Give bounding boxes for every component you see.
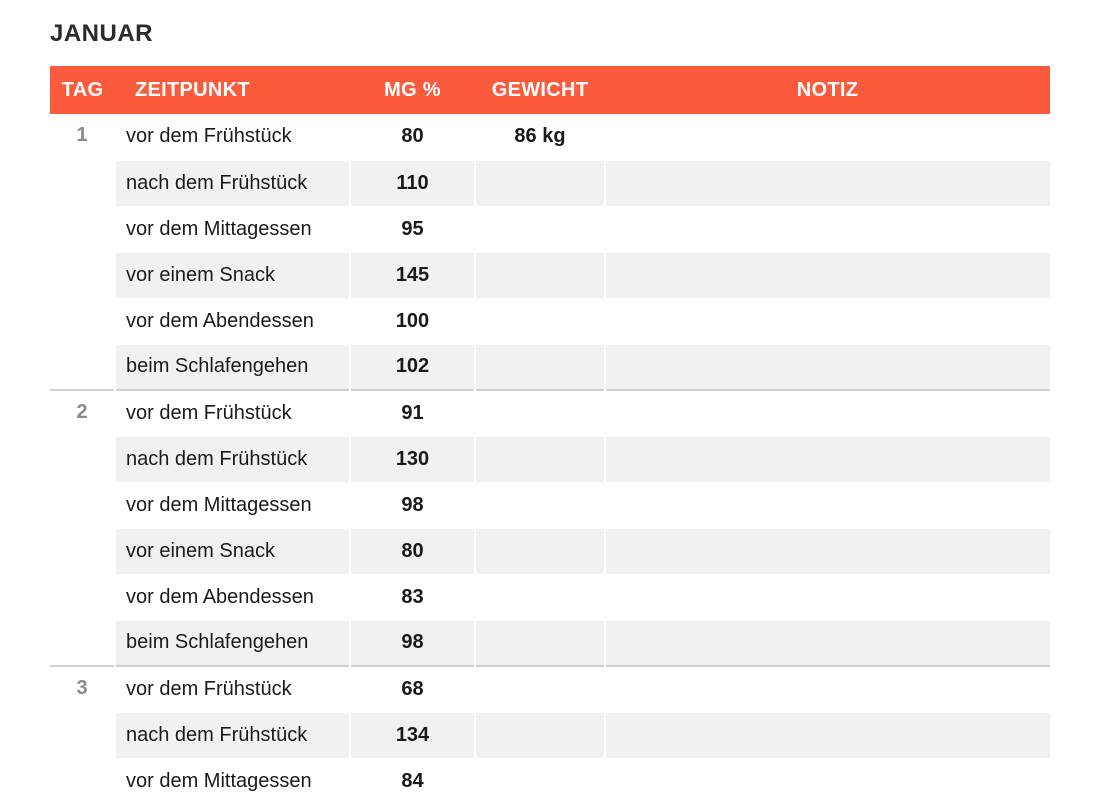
mg-cell: 83	[350, 574, 475, 620]
table-row: nach dem Frühstück130	[50, 436, 1050, 482]
gewicht-cell	[475, 758, 605, 804]
mg-cell: 68	[350, 666, 475, 712]
gewicht-cell	[475, 620, 605, 666]
gewicht-cell	[475, 252, 605, 298]
zeitpunkt-cell: nach dem Frühstück	[115, 160, 350, 206]
gewicht-cell: 86 kg	[475, 114, 605, 160]
mg-cell: 110	[350, 160, 475, 206]
table-row: 2vor dem Frühstück91	[50, 390, 1050, 436]
notiz-cell	[605, 298, 1050, 344]
mg-cell: 102	[350, 344, 475, 390]
notiz-cell	[605, 206, 1050, 252]
notiz-cell	[605, 666, 1050, 712]
day-number: 2	[50, 390, 115, 666]
gewicht-cell	[475, 528, 605, 574]
table-row: vor einem Snack145	[50, 252, 1050, 298]
zeitpunkt-cell: vor dem Frühstück	[115, 114, 350, 160]
col-header-mg: MG %	[350, 66, 475, 114]
zeitpunkt-cell: vor einem Snack	[115, 528, 350, 574]
zeitpunkt-cell: vor dem Abendessen	[115, 298, 350, 344]
notiz-cell	[605, 114, 1050, 160]
mg-cell: 134	[350, 712, 475, 758]
gewicht-cell	[475, 206, 605, 252]
blood-sugar-table: TAG ZEITPUNKT MG % GEWICHT NOTIZ 1vor de…	[50, 66, 1050, 805]
notiz-cell	[605, 712, 1050, 758]
mg-cell: 98	[350, 482, 475, 528]
gewicht-cell	[475, 344, 605, 390]
table-row: vor dem Abendessen100	[50, 298, 1050, 344]
table-body: 1vor dem Frühstück8086 kgnach dem Frühst…	[50, 114, 1050, 804]
notiz-cell	[605, 482, 1050, 528]
zeitpunkt-cell: vor dem Frühstück	[115, 666, 350, 712]
page-title: JANUAR	[50, 20, 1050, 48]
table-row: vor dem Mittagessen95	[50, 206, 1050, 252]
notiz-cell	[605, 160, 1050, 206]
zeitpunkt-cell: vor dem Abendessen	[115, 574, 350, 620]
day-number: 3	[50, 666, 115, 804]
table-row: vor dem Mittagessen84	[50, 758, 1050, 804]
table-row: beim Schlafengehen102	[50, 344, 1050, 390]
mg-cell: 98	[350, 620, 475, 666]
notiz-cell	[605, 574, 1050, 620]
notiz-cell	[605, 390, 1050, 436]
notiz-cell	[605, 758, 1050, 804]
mg-cell: 91	[350, 390, 475, 436]
notiz-cell	[605, 252, 1050, 298]
zeitpunkt-cell: vor dem Mittagessen	[115, 206, 350, 252]
gewicht-cell	[475, 482, 605, 528]
zeitpunkt-cell: vor dem Mittagessen	[115, 482, 350, 528]
col-header-zeitpunkt: ZEITPUNKT	[115, 66, 350, 114]
zeitpunkt-cell: vor einem Snack	[115, 252, 350, 298]
table-header-row: TAG ZEITPUNKT MG % GEWICHT NOTIZ	[50, 66, 1050, 114]
zeitpunkt-cell: nach dem Frühstück	[115, 436, 350, 482]
mg-cell: 80	[350, 114, 475, 160]
notiz-cell	[605, 436, 1050, 482]
notiz-cell	[605, 528, 1050, 574]
mg-cell: 80	[350, 528, 475, 574]
notiz-cell	[605, 344, 1050, 390]
col-header-notiz: NOTIZ	[605, 66, 1050, 114]
notiz-cell	[605, 620, 1050, 666]
table-row: vor dem Abendessen83	[50, 574, 1050, 620]
zeitpunkt-cell: beim Schlafengehen	[115, 344, 350, 390]
mg-cell: 100	[350, 298, 475, 344]
mg-cell: 130	[350, 436, 475, 482]
zeitpunkt-cell: beim Schlafengehen	[115, 620, 350, 666]
table-row: beim Schlafengehen98	[50, 620, 1050, 666]
gewicht-cell	[475, 436, 605, 482]
table-row: 3vor dem Frühstück68	[50, 666, 1050, 712]
mg-cell: 95	[350, 206, 475, 252]
gewicht-cell	[475, 574, 605, 620]
day-number: 1	[50, 114, 115, 390]
table-row: nach dem Frühstück110	[50, 160, 1050, 206]
zeitpunkt-cell: vor dem Mittagessen	[115, 758, 350, 804]
table-row: 1vor dem Frühstück8086 kg	[50, 114, 1050, 160]
table-row: vor dem Mittagessen98	[50, 482, 1050, 528]
mg-cell: 145	[350, 252, 475, 298]
zeitpunkt-cell: vor dem Frühstück	[115, 390, 350, 436]
gewicht-cell	[475, 390, 605, 436]
gewicht-cell	[475, 666, 605, 712]
col-header-tag: TAG	[50, 66, 115, 114]
table-row: nach dem Frühstück134	[50, 712, 1050, 758]
gewicht-cell	[475, 712, 605, 758]
gewicht-cell	[475, 160, 605, 206]
mg-cell: 84	[350, 758, 475, 804]
zeitpunkt-cell: nach dem Frühstück	[115, 712, 350, 758]
col-header-gewicht: GEWICHT	[475, 66, 605, 114]
gewicht-cell	[475, 298, 605, 344]
table-row: vor einem Snack80	[50, 528, 1050, 574]
